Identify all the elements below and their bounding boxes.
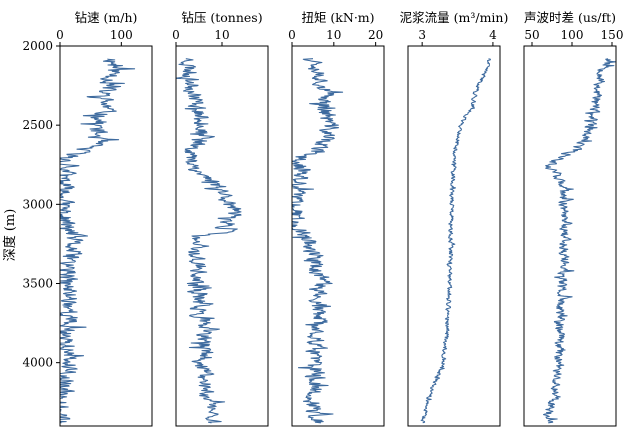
log-trace — [420, 58, 491, 424]
track-title: 泥浆流量 (m³/min) — [400, 10, 509, 25]
track-frame — [175, 45, 269, 427]
log-trace — [542, 58, 616, 424]
x-tick-label: 50 — [524, 28, 539, 42]
x-tick-label: 10 — [214, 28, 229, 42]
y-axis-label: 深度 (m) — [2, 209, 18, 262]
x-tick-label: 150 — [601, 28, 624, 42]
y-axis: 2000 2500 3000 3500 4000 — [22, 39, 60, 370]
log-track: 0 10 钻压 (tonnes) — [172, 10, 269, 427]
log-trace — [176, 58, 242, 424]
track-frame — [59, 45, 153, 427]
track-frame — [523, 45, 617, 427]
track-title: 钻速 (m/h) — [75, 10, 138, 25]
x-tick-label: 10 — [326, 28, 341, 42]
track-title: 声波时差 (us/ft) — [524, 10, 616, 25]
track-title: 扭矩 (kN·m) — [301, 10, 374, 25]
log-track: 0 100 钻速 (m/h) — [56, 10, 153, 427]
x-tick-label: 4 — [489, 28, 497, 42]
y-tick-label: 2000 — [22, 39, 53, 53]
x-tick-label: 100 — [561, 28, 584, 42]
x-tick-label: 0 — [56, 28, 64, 42]
log-track: 50 100 150 声波时差 (us/ft) — [523, 10, 624, 427]
track-frame — [291, 45, 385, 427]
y-tick-label: 2500 — [22, 118, 53, 132]
log-trace — [292, 58, 344, 424]
log-track: 0 10 20 扭矩 (kN·m) — [288, 10, 385, 427]
x-tick-label: 20 — [368, 28, 383, 42]
track-frame — [407, 45, 501, 427]
log-track: 3 4 泥浆流量 (m³/min) — [400, 10, 509, 427]
x-tick-label: 0 — [288, 28, 296, 42]
log-trace — [60, 58, 136, 424]
x-tick-label: 3 — [418, 28, 426, 42]
x-tick-label: 0 — [172, 28, 180, 42]
y-tick-label: 3000 — [22, 197, 53, 211]
track-title: 钻压 (tonnes) — [181, 10, 262, 25]
y-tick-label: 4000 — [22, 356, 53, 370]
x-tick-label: 100 — [110, 28, 133, 42]
y-tick-label: 3500 — [22, 277, 53, 291]
